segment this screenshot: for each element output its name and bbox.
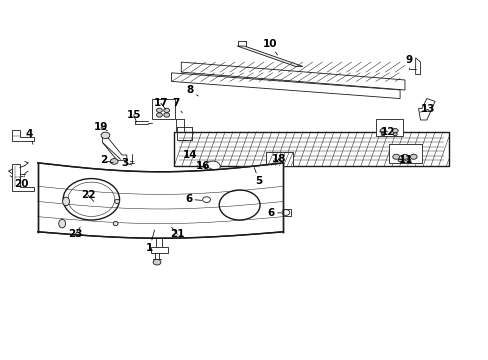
Polygon shape: [102, 137, 126, 160]
Text: 5: 5: [254, 167, 262, 186]
Text: 6: 6: [267, 208, 281, 218]
Polygon shape: [38, 163, 283, 238]
Bar: [281, 209, 290, 216]
Circle shape: [392, 154, 399, 159]
Text: 8: 8: [186, 85, 198, 96]
Text: 4: 4: [26, 129, 33, 144]
Circle shape: [156, 113, 162, 117]
Circle shape: [391, 129, 397, 133]
Bar: [209, 163, 216, 169]
Polygon shape: [174, 132, 448, 166]
Text: 14: 14: [183, 150, 197, 163]
Ellipse shape: [59, 219, 65, 228]
Polygon shape: [12, 130, 34, 141]
Text: 17: 17: [153, 98, 168, 109]
Text: 7: 7: [171, 98, 182, 113]
Circle shape: [68, 182, 115, 216]
Circle shape: [401, 154, 407, 159]
Circle shape: [110, 158, 118, 164]
Bar: [152, 99, 175, 119]
Circle shape: [409, 154, 416, 159]
Text: 18: 18: [272, 154, 286, 163]
Bar: [167, 207, 201, 232]
Circle shape: [397, 159, 401, 162]
Text: 19: 19: [94, 122, 108, 132]
Bar: [388, 144, 422, 163]
Circle shape: [101, 132, 110, 139]
Text: 23: 23: [68, 227, 82, 239]
Text: 16: 16: [196, 161, 211, 171]
Circle shape: [380, 133, 384, 136]
Circle shape: [406, 159, 410, 162]
Bar: [375, 119, 402, 136]
Text: 13: 13: [420, 104, 435, 114]
Text: 3: 3: [122, 158, 131, 168]
Circle shape: [202, 197, 210, 203]
Text: 12: 12: [379, 127, 394, 137]
Circle shape: [379, 129, 385, 133]
Text: 15: 15: [126, 110, 141, 122]
Polygon shape: [418, 99, 434, 120]
Ellipse shape: [62, 197, 69, 206]
Circle shape: [205, 161, 220, 172]
Text: 6: 6: [184, 194, 201, 204]
Text: 9: 9: [405, 55, 411, 70]
Text: 11: 11: [398, 156, 412, 165]
Circle shape: [163, 113, 169, 117]
Ellipse shape: [113, 221, 118, 226]
Text: 2: 2: [100, 156, 113, 165]
Circle shape: [63, 179, 119, 220]
Bar: [148, 205, 181, 226]
Polygon shape: [237, 46, 302, 66]
Text: 10: 10: [262, 39, 277, 55]
Text: 21: 21: [170, 227, 184, 239]
Circle shape: [163, 108, 169, 112]
Polygon shape: [12, 164, 34, 192]
Circle shape: [219, 190, 260, 220]
Bar: [201, 197, 211, 203]
Bar: [171, 210, 198, 229]
Text: 1: 1: [146, 230, 154, 253]
Bar: [144, 203, 184, 228]
Bar: [266, 152, 292, 166]
Text: 20: 20: [15, 176, 29, 189]
Circle shape: [153, 259, 161, 265]
Polygon shape: [171, 73, 399, 99]
Bar: [151, 247, 168, 253]
Circle shape: [156, 108, 162, 112]
Circle shape: [392, 133, 396, 136]
Polygon shape: [181, 62, 404, 90]
Text: 22: 22: [81, 190, 95, 202]
Polygon shape: [415, 58, 420, 75]
Circle shape: [282, 210, 289, 215]
Ellipse shape: [115, 199, 119, 203]
